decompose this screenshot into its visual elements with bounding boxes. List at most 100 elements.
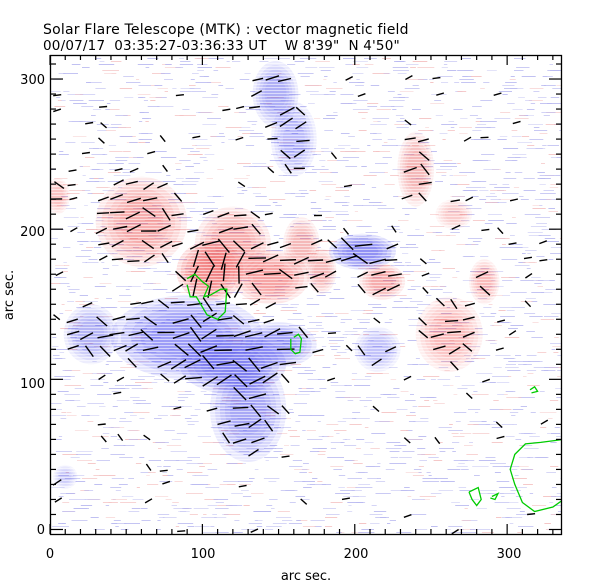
green-contours	[186, 273, 562, 513]
field-vector	[265, 75, 280, 81]
field-vector	[220, 252, 227, 270]
field-vector	[250, 242, 264, 250]
field-vector	[98, 242, 110, 246]
field-vector	[264, 419, 274, 432]
field-vector	[475, 271, 489, 279]
field-vector	[189, 326, 202, 342]
field-vector	[403, 166, 417, 173]
field-vector	[403, 514, 412, 518]
field-vector	[216, 334, 234, 337]
field-vector	[404, 119, 412, 126]
field-vector	[252, 77, 264, 82]
field-vector	[53, 94, 62, 97]
field-vector	[248, 357, 261, 373]
field-vector	[262, 372, 278, 384]
field-vector	[386, 284, 401, 292]
field-vector	[462, 331, 475, 338]
field-vector	[125, 343, 139, 352]
field-vector	[373, 317, 381, 324]
field-vector	[171, 242, 183, 248]
field-vector	[539, 240, 548, 245]
field-vector	[144, 254, 155, 263]
y-tick-label-300: 300	[20, 73, 45, 88]
field-vector	[495, 347, 504, 351]
field-vector	[190, 314, 202, 329]
field-vector	[160, 373, 170, 382]
field-vector	[267, 166, 275, 174]
field-vector	[523, 256, 533, 260]
field-vector	[539, 259, 548, 262]
field-vector	[116, 376, 125, 382]
field-vector	[312, 348, 324, 354]
field-vector	[385, 346, 397, 353]
field-vector	[202, 354, 215, 370]
field-vector	[354, 243, 373, 247]
field-vector	[161, 207, 171, 221]
field-vector	[216, 374, 232, 386]
field-vector	[433, 345, 446, 351]
field-vector	[111, 239, 124, 248]
field-vector	[432, 76, 441, 80]
axis-ticks	[49, 55, 562, 534]
field-vector	[345, 75, 354, 81]
field-vector	[98, 255, 108, 261]
field-vector	[237, 181, 246, 188]
field-vector	[170, 301, 185, 304]
field-vector	[232, 359, 248, 372]
field-vector	[245, 346, 263, 351]
field-vector	[420, 163, 430, 176]
field-vector	[387, 273, 402, 277]
field-vector	[357, 271, 369, 278]
field-vector	[143, 316, 158, 326]
field-vector	[202, 210, 214, 216]
field-vector	[371, 271, 386, 276]
field-vector	[403, 375, 412, 381]
field-vector	[235, 251, 246, 268]
field-vector	[482, 378, 491, 383]
field-vector	[171, 213, 184, 217]
contour-line	[186, 273, 228, 321]
field-vector	[126, 223, 142, 233]
field-vector	[509, 198, 519, 202]
field-vector	[309, 272, 325, 279]
x-tick-label-200: 200	[344, 547, 369, 562]
field-vector	[96, 212, 110, 215]
field-vector	[278, 268, 293, 280]
field-vector	[430, 333, 444, 338]
field-vector	[187, 343, 202, 357]
field-vector	[404, 137, 416, 141]
field-vector	[140, 328, 154, 341]
x-tick-label-300: 300	[497, 547, 522, 562]
field-vector	[479, 285, 491, 296]
field-vector	[295, 121, 307, 130]
field-vector	[263, 272, 281, 275]
field-vector	[277, 331, 293, 335]
field-vector	[512, 120, 521, 125]
field-vector	[310, 282, 319, 293]
field-vector	[159, 240, 173, 249]
field-vector	[279, 117, 293, 128]
field-vector	[157, 182, 168, 189]
field-vector	[481, 228, 490, 232]
noise-stripe	[561, 277, 562, 278]
field-vector	[418, 329, 429, 339]
field-vector	[251, 282, 262, 296]
field-vector	[495, 421, 503, 429]
field-vector	[340, 237, 354, 251]
field-vector	[280, 373, 290, 384]
contour-line	[468, 486, 482, 507]
plot-frame	[49, 54, 563, 536]
field-vector	[421, 272, 430, 277]
field-vector	[233, 386, 247, 401]
x-tick-label-0: 0	[46, 547, 54, 562]
contour-line	[509, 438, 562, 513]
field-vector	[100, 122, 108, 129]
field-vector	[384, 259, 398, 262]
field-vector	[68, 169, 77, 172]
field-vector	[222, 108, 231, 112]
field-vector	[159, 134, 166, 143]
field-vector	[82, 302, 93, 308]
field-vector	[342, 227, 350, 235]
field-vector	[281, 455, 290, 458]
x-tick-label-100: 100	[191, 547, 216, 562]
